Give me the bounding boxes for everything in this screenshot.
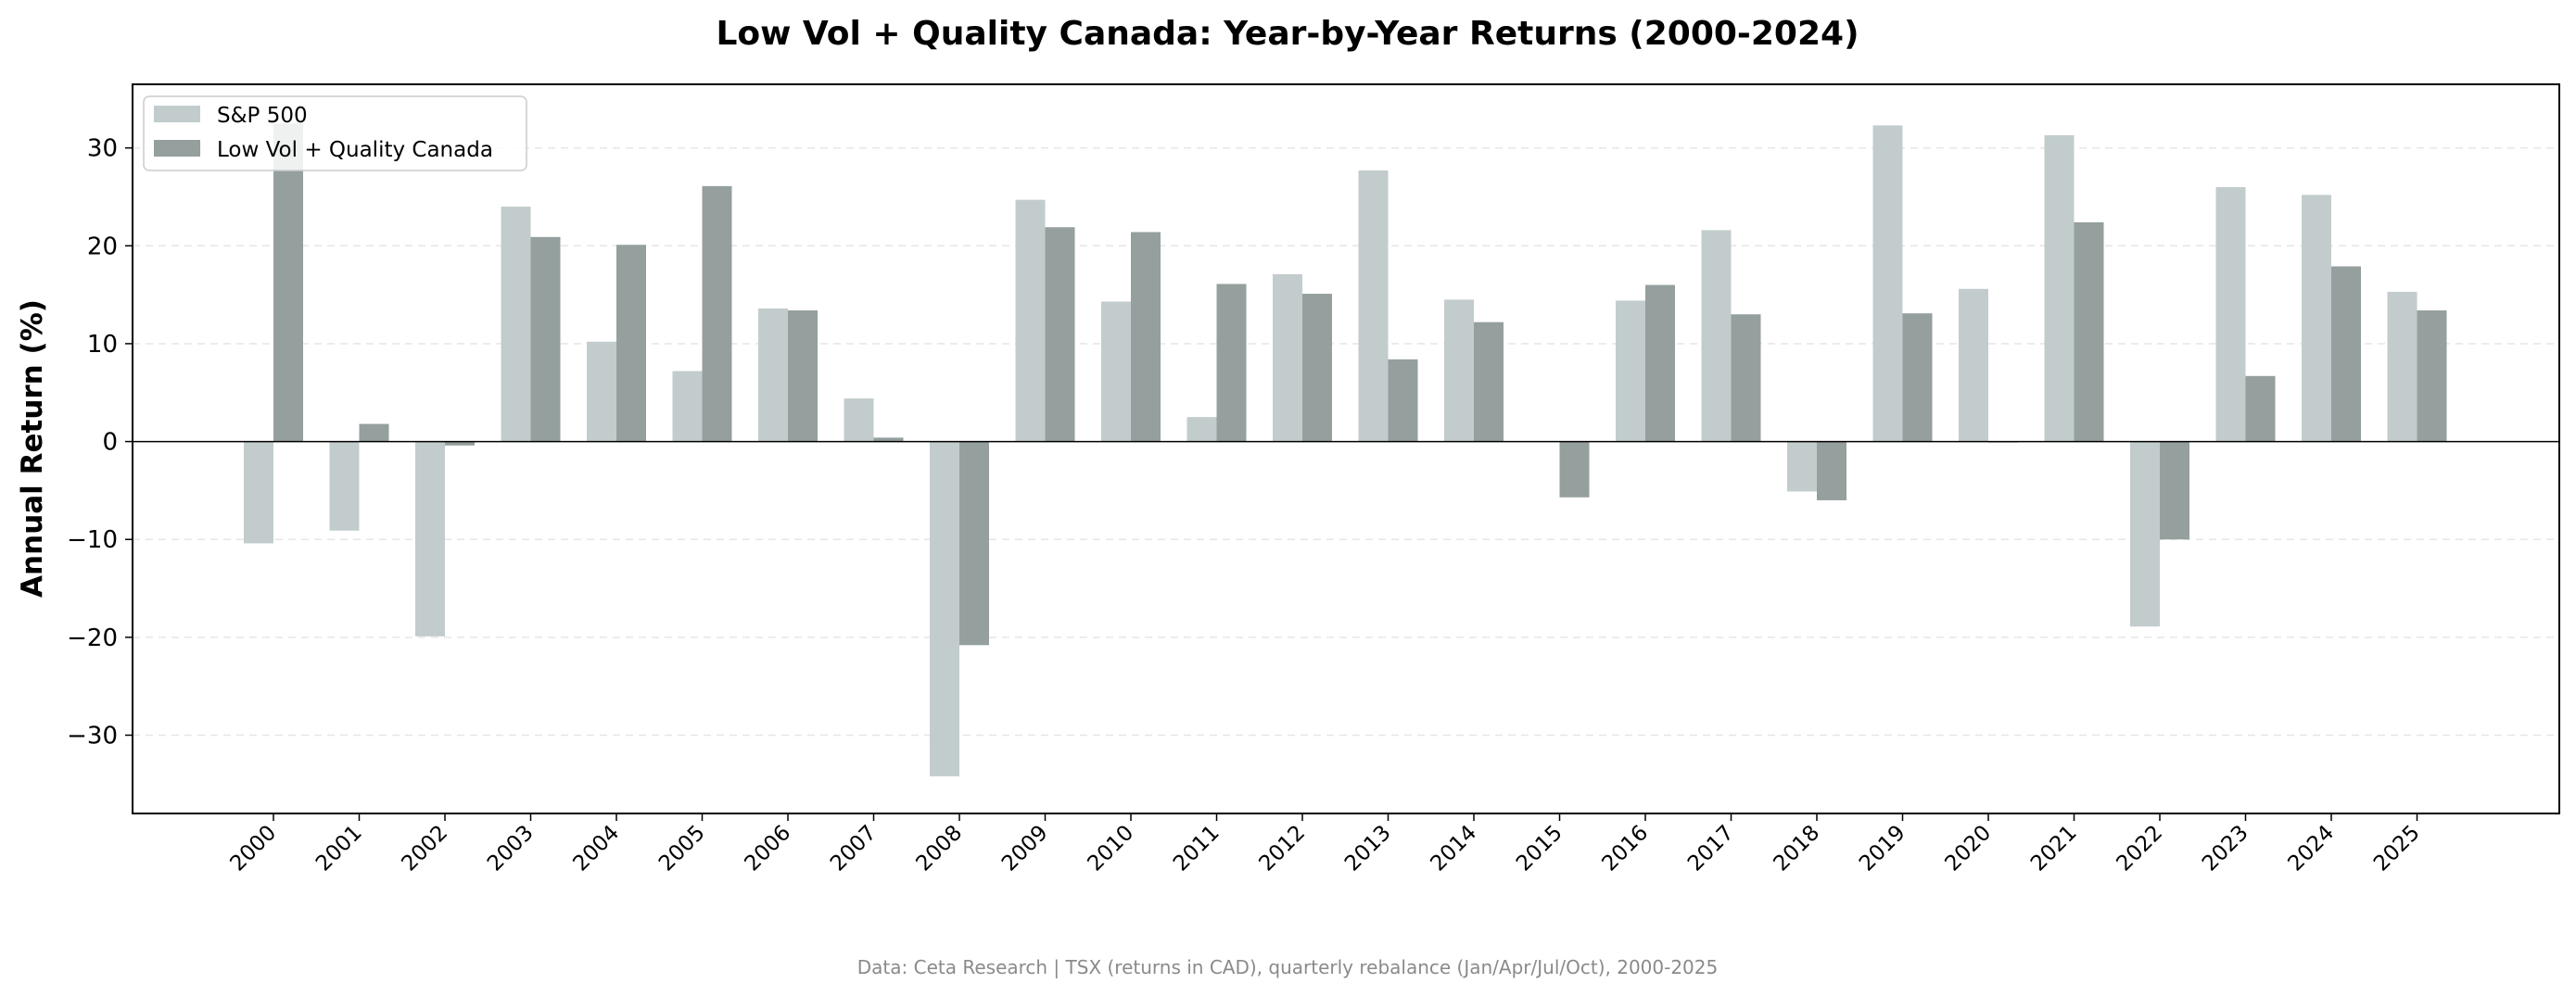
legend-box [143,95,527,171]
x-tick-label: 2020 [1940,821,1996,876]
legend-label-sp500: S&P 500 [217,104,308,128]
bar-low-vol-quality-2019 [1902,313,1933,442]
x-tick-label: 2002 [397,821,452,876]
x-tick-label: 2018 [1769,821,1824,876]
bar-sp500-2002 [415,441,445,637]
bar-sp500-2018 [1787,441,1817,492]
x-tick-label: 2015 [1512,821,1567,876]
bar-sp500-2006 [758,308,788,442]
bar-low-vol-quality-2001 [359,423,389,442]
x-tick-label: 2023 [2198,821,2253,876]
x-tick-label: 2010 [1083,821,1138,876]
bar-sp500-2023 [2215,186,2246,442]
bar-sp500-2025 [2387,291,2417,442]
bar-sp500-2020 [1959,288,1988,442]
bar-sp500-2013 [1358,170,1389,442]
bar-low-vol-quality-2016 [1645,284,1675,442]
y-axis-label: Annual Return (%) [16,299,49,598]
bar-sp500-2016 [1616,300,1645,442]
bar-sp500-2012 [1273,273,1302,442]
x-tick-label: 2024 [2283,821,2339,876]
bar-sp500-2014 [1444,299,1474,442]
y-tick-label: −20 [67,624,118,652]
x-tick-label: 2014 [1426,821,1481,876]
legend-swatch-low-vol-quality [154,140,200,157]
bar-sp500-2024 [2302,195,2331,442]
bar-sp500-2017 [1701,230,1732,442]
x-tick-label: 2000 [225,821,281,876]
x-tick-label: 2017 [1683,821,1739,876]
bar-low-vol-quality-2004 [616,245,646,442]
bar-low-vol-quality-2013 [1388,359,1418,442]
bar-sp500-2021 [2044,134,2075,442]
bar-low-vol-quality-2024 [2331,266,2361,442]
bar-low-vol-quality-2005 [702,185,732,442]
x-tick-label: 2022 [2112,821,2167,876]
x-tick-label: 2001 [311,821,367,876]
bar-sp500-2011 [1186,417,1217,442]
y-tick-label: −10 [67,526,118,554]
y-tick-label: −30 [67,722,118,750]
y-tick-label: 10 [87,331,118,359]
bar-low-vol-quality-2007 [873,437,904,442]
plot-frame [132,83,2560,814]
bar-low-vol-quality-2025 [2417,310,2447,442]
bars [244,123,2447,776]
bar-sp500-2008 [930,441,959,776]
bar-low-vol-quality-2023 [2245,375,2276,442]
x-axis-ticks: 2000 2001 2002 2003 2004 2005 2006 2007 2008 2009… [225,813,2425,876]
bar-low-vol-quality-2006 [788,310,818,442]
bar-low-vol-quality-2012 [1302,294,1332,442]
x-tick-label: 2025 [2369,821,2425,876]
bar-low-vol-quality-2011 [1216,284,1247,442]
bar-low-vol-quality-2017 [1731,314,1761,442]
bar-sp500-2005 [672,371,703,442]
bar-sp500-2010 [1101,301,1131,442]
bar-low-vol-quality-2014 [1474,321,1504,442]
x-tick-label: 2003 [483,821,539,876]
bar-low-vol-quality-2015 [1559,441,1590,498]
bar-sp500-2000 [244,441,273,544]
y-tick-label: 0 [102,429,118,457]
legend-label-low-vol-quality: Low Vol + Quality Canada [217,138,493,162]
bar-sp500-2022 [2130,441,2160,627]
bar-low-vol-quality-2003 [530,236,561,442]
x-tick-label: 2021 [2026,821,2082,876]
bar-low-vol-quality-2002 [445,441,475,446]
x-tick-label: 2019 [1855,821,1910,876]
bar-low-vol-quality-2021 [2074,221,2104,442]
bar-low-vol-quality-2018 [1817,441,1846,500]
legend-swatch-sp500 [154,106,200,122]
y-tick-label: 20 [87,233,118,260]
source-note: Data: Ceta Research | TSX (returns in CA… [857,956,1718,978]
y-axis-ticks: −30 −20 −10 0 10 20 30 [67,135,133,750]
x-tick-label: 2013 [1340,821,1396,876]
x-tick-label: 2008 [911,821,967,876]
y-tick-label: 30 [87,135,118,163]
bar-low-vol-quality-2000 [273,123,303,442]
x-tick-label: 2012 [1254,821,1310,876]
x-tick-label: 2016 [1597,821,1653,876]
bar-sp500-2019 [1872,125,1903,442]
x-tick-label: 2009 [997,821,1053,876]
x-tick-label: 2011 [1169,821,1225,876]
bar-low-vol-quality-2010 [1131,232,1161,442]
bar-sp500-2004 [587,341,616,442]
x-tick-label: 2007 [826,821,882,876]
bar-low-vol-quality-2022 [2160,441,2189,540]
x-tick-label: 2004 [568,821,624,876]
x-tick-label: 2006 [740,821,795,876]
bar-sp500-2003 [501,207,531,442]
legend: S&P 500 Low Vol + Quality Canada [143,95,527,171]
bar-sp500-2009 [1015,199,1046,442]
x-tick-label: 2005 [654,821,710,876]
bar-sp500-2007 [844,398,874,442]
bar-low-vol-quality-2008 [959,441,989,646]
bar-sp500-2001 [329,441,360,531]
chart-title: Low Vol + Quality Canada: Year-by-Year R… [716,15,1859,53]
bar-low-vol-quality-2009 [1045,227,1075,442]
